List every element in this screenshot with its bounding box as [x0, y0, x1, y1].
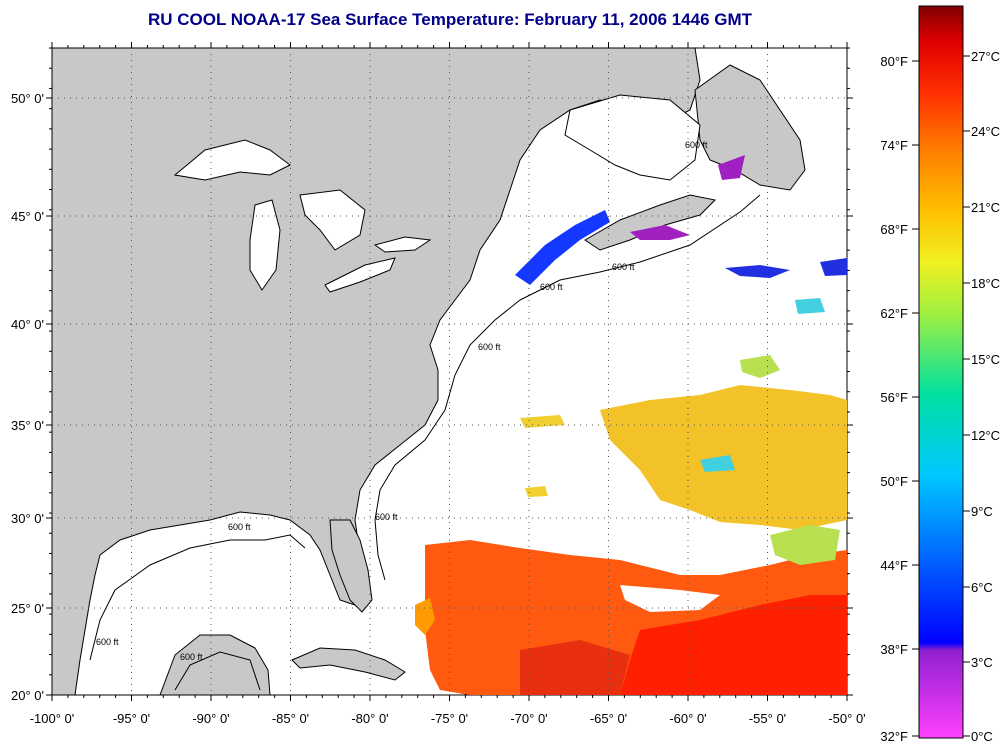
sst-bahamas	[415, 598, 435, 635]
map-title: RU COOL NOAA-17 Sea Surface Temperature:…	[147, 10, 753, 29]
longitude-labels: -100° 0' -95° 0' -90° 0' -85° 0' -80° 0' -75°…	[30, 711, 866, 726]
sst-green-patches	[740, 355, 840, 565]
contour-label: 600 ft	[540, 282, 563, 292]
colorbar-f-label: 56°F	[880, 390, 908, 405]
sst-warm-west	[520, 640, 630, 695]
frame-ticks	[46, 42, 853, 701]
colorbar-f-label: 44°F	[880, 558, 908, 573]
colorbar-c-label: 18°C	[971, 276, 1000, 291]
lat-tick-label: 30° 0'	[11, 511, 44, 526]
contour-label: 600 ft	[96, 637, 119, 647]
colorbar-c-label: 27°C	[971, 49, 1000, 64]
lat-tick-label: 20° 0'	[11, 688, 44, 703]
colorbar-c-label: 3°C	[971, 655, 993, 670]
colorbar-fahrenheit-labels: 80°F 74°F 68°F 62°F 56°F 50°F 44°F 38°F 32°F	[880, 54, 919, 744]
colorbar-c-label: 0°C	[971, 729, 993, 744]
colorbar-f-label: 50°F	[880, 474, 908, 489]
contour-label: 600 ft	[180, 652, 203, 662]
land-yucatan	[159, 634, 271, 695]
sst-cloud-gap	[620, 585, 720, 612]
gulf-st-lawrence	[564, 94, 701, 181]
lake-huron	[299, 189, 366, 251]
colorbar-f-label: 80°F	[880, 54, 908, 69]
lat-tick-label: 25° 0'	[11, 601, 44, 616]
colorbar-f-label: 62°F	[880, 306, 908, 321]
lat-tick-label: 50° 0'	[11, 91, 44, 106]
land-newfoundland	[694, 64, 806, 191]
land-florida	[329, 519, 373, 613]
colorbar-f-label: 74°F	[880, 138, 908, 153]
sst-yellow-small	[520, 415, 565, 497]
lon-tick-label: -80° 0'	[351, 711, 388, 726]
lat-tick-label: 45° 0'	[11, 209, 44, 224]
lake-michigan	[249, 199, 281, 291]
land-cuba	[291, 647, 406, 681]
colorbar-f-label: 38°F	[880, 642, 908, 657]
colorbar	[918, 5, 964, 739]
colorbar-f-label: 32°F	[880, 729, 908, 744]
lon-tick-label: -100° 0'	[30, 711, 75, 726]
lon-tick-label: -60° 0'	[669, 711, 706, 726]
contour-label: 600 ft	[228, 522, 251, 532]
colorbar-c-label: 24°C	[971, 124, 1000, 139]
colorbar-c-label: 21°C	[971, 200, 1000, 215]
lon-tick-label: -55° 0'	[749, 711, 786, 726]
lake-superior	[173, 139, 291, 181]
contour-label: 600 ft	[685, 140, 708, 150]
lon-tick-label: -75° 0'	[431, 711, 468, 726]
colorbar-c-label: 6°C	[971, 580, 993, 595]
land-nova-scotia	[584, 194, 717, 251]
colorbar-c-label: 9°C	[971, 504, 993, 519]
sst-cold-east	[725, 258, 847, 278]
sst-hot-region	[620, 595, 847, 695]
grid-lines	[52, 48, 847, 695]
contour-label: 600 ft	[612, 262, 635, 272]
colorbar-c-label: 12°C	[971, 428, 1000, 443]
lon-tick-label: -65° 0'	[590, 711, 627, 726]
contour-label: 600 ft	[375, 512, 398, 522]
lon-tick-label: -95° 0'	[113, 711, 150, 726]
lon-tick-label: -85° 0'	[272, 711, 309, 726]
sst-purple	[630, 155, 745, 240]
colorbar-f-label: 68°F	[880, 222, 908, 237]
lon-tick-label: -70° 0'	[510, 711, 547, 726]
lake-ontario	[373, 236, 432, 253]
lake-erie	[324, 257, 396, 293]
lon-tick-label: -90° 0'	[192, 711, 229, 726]
colorbar-c-label: 15°C	[971, 352, 1000, 367]
sst-cold-gulf-maine	[515, 210, 610, 285]
latitude-labels: 50° 0' 45° 0' 40° 0' 35° 0' 30° 0' 25° 0' 20° …	[11, 91, 44, 703]
contour-labels: 600 ft 600 ft 600 ft 600 ft 600 ft 600 ft 600 …	[96, 140, 708, 662]
contour-label: 600 ft	[478, 342, 501, 352]
lon-tick-label: -50° 0'	[828, 711, 865, 726]
land-north-america	[52, 48, 701, 695]
colorbar-celsius-labels: 27°C 24°C 21°C 18°C 15°C 12°C 9°C 6°C 3°C 0°C	[963, 49, 1000, 744]
lat-tick-label: 40° 0'	[11, 317, 44, 332]
lat-tick-label: 35° 0'	[11, 418, 44, 433]
isobath-600ft	[89, 194, 761, 691]
